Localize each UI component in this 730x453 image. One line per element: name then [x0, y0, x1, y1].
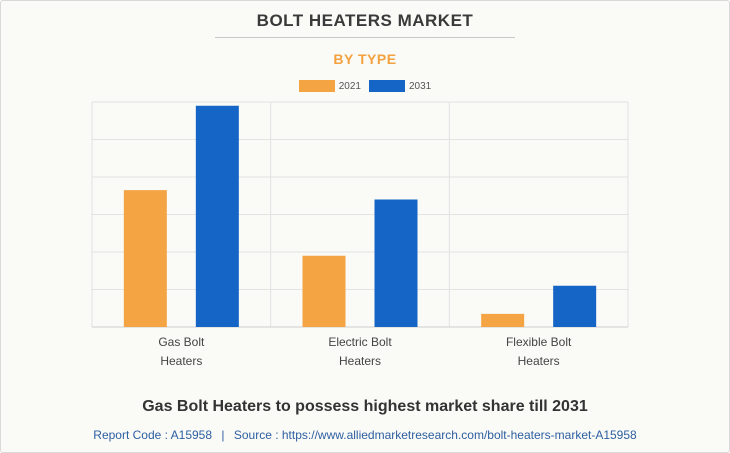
- bar-2031-gas-bolt-heaters[interactable]: [195, 105, 239, 327]
- category-label: Gas Bolt: [158, 335, 205, 349]
- legend-swatch-2031: [369, 80, 405, 92]
- legend-label-2031: 2031: [409, 80, 432, 92]
- legend-swatch-2021: [298, 80, 335, 92]
- chart-headline: Gas Bolt Heaters to possess highest mark…: [142, 398, 588, 415]
- bar-2031-electric-bolt-heaters[interactable]: [374, 199, 418, 328]
- bar-2021-electric-bolt-heaters[interactable]: [302, 255, 346, 327]
- bar-2031-flexible-bolt-heaters[interactable]: [553, 285, 597, 327]
- title-divider: [215, 37, 515, 38]
- report-code: Report Code : A15958: [93, 428, 213, 442]
- report-footer: Report Code : A15958 | Source : https://…: [0, 428, 730, 442]
- category-label: Heaters: [339, 354, 381, 368]
- bar-2021-gas-bolt-heaters[interactable]: [123, 190, 167, 327]
- chart-subtitle: BY TYPE: [333, 51, 397, 67]
- legend-label-2021: 2021: [338, 80, 361, 92]
- report-source[interactable]: Source : https://www.alliedmarketresearc…: [233, 428, 637, 442]
- legend: 2021 2031: [0, 80, 730, 92]
- category-label: Heaters: [160, 354, 202, 368]
- footer-separator: |: [221, 428, 225, 442]
- category-label: Heaters: [518, 354, 560, 368]
- legend-item-2021[interactable]: 2021: [298, 80, 361, 92]
- bar-2021-flexible-bolt-heaters[interactable]: [481, 313, 525, 327]
- category-label: Electric Bolt: [328, 335, 392, 349]
- chart-title: BOLT HEATERS MARKET: [256, 11, 474, 30]
- category-label: Flexible Bolt: [506, 335, 572, 349]
- legend-item-2031[interactable]: 2031: [369, 80, 431, 92]
